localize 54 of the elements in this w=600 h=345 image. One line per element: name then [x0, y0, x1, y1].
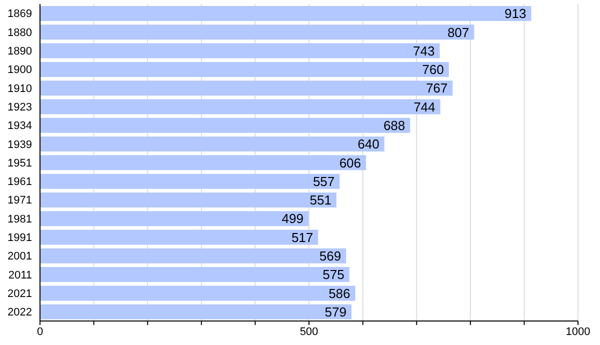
- y-tick-label: 1981: [8, 213, 32, 226]
- y-tick-label: 1961: [8, 176, 32, 188]
- bar: [40, 267, 350, 282]
- bar: [40, 248, 346, 264]
- data-label: 517: [291, 230, 314, 245]
- y-tick-label: 2011: [8, 269, 32, 282]
- data-label: 579: [324, 304, 346, 320]
- data-label: 575: [322, 267, 344, 282]
- bar: [40, 304, 352, 320]
- x-tick-label: 500: [300, 326, 318, 338]
- y-tick-label: 1900: [8, 64, 32, 76]
- data-label: 767: [426, 80, 448, 96]
- bar: [40, 230, 318, 245]
- bar: [40, 118, 410, 133]
- y-tick-label: 2022: [8, 306, 32, 319]
- data-label: 606: [339, 155, 362, 170]
- bar: [40, 6, 532, 21]
- data-label: 586: [328, 286, 350, 301]
- data-label: 551: [310, 192, 332, 208]
- y-tick-label: 1880: [8, 26, 32, 39]
- y-tick-label: 1991: [8, 232, 32, 244]
- y-tick-label: 1951: [8, 157, 32, 170]
- data-label: 743: [413, 43, 435, 58]
- bar: [40, 211, 308, 226]
- bar: [40, 192, 336, 208]
- y-tick-label: 2001: [8, 250, 32, 263]
- data-label: 688: [383, 118, 406, 133]
- data-label: 913: [504, 6, 526, 22]
- data-label: 640: [358, 136, 380, 152]
- bar: [40, 80, 453, 96]
- data-label: 499: [282, 211, 304, 226]
- y-tick-label: 1971: [8, 194, 32, 207]
- y-tick-label: 1869: [8, 8, 32, 20]
- bar: [40, 24, 474, 40]
- bar: [40, 136, 384, 152]
- y-tick-label: 1939: [8, 138, 32, 151]
- x-tick-label: 0: [36, 326, 44, 338]
- bar: [40, 62, 449, 77]
- bar: [40, 155, 366, 170]
- y-tick-label: 1890: [8, 46, 32, 58]
- y-tick-label: 1923: [8, 101, 32, 114]
- data-label: 557: [312, 174, 335, 189]
- data-label: 807: [447, 24, 470, 40]
- bar: [40, 99, 440, 114]
- y-tick-label: 1910: [8, 82, 32, 95]
- bar: [40, 286, 356, 301]
- bar: [40, 174, 340, 189]
- bar: [40, 43, 440, 58]
- y-tick-label: 1934: [8, 120, 32, 132]
- data-label: 760: [422, 62, 444, 78]
- data-label: 569: [319, 248, 342, 264]
- y-tick-label: 2021: [8, 288, 32, 300]
- x-tick-label: 1000: [566, 326, 590, 338]
- data-label: 744: [414, 99, 436, 114]
